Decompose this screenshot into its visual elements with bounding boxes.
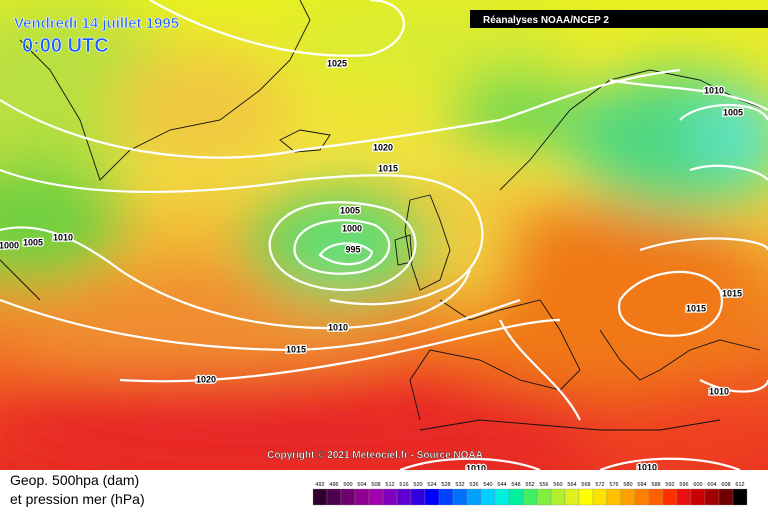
scale-swatch [564, 488, 580, 506]
scale-label: 560 [553, 482, 562, 488]
scale-swatch [592, 488, 608, 506]
scale-swatch [690, 488, 706, 506]
scale-label: 532 [455, 482, 464, 488]
scale-swatch [494, 488, 510, 506]
scale-swatch [508, 488, 524, 506]
isobar-label: 1015 [722, 288, 742, 298]
field: 1025 1020 1015 1005 1000 995 1010 1005 1… [0, 0, 768, 473]
scale-label: 536 [469, 482, 478, 488]
isobar-label: 1000 [0, 240, 19, 250]
scale-label: 552 [525, 482, 534, 488]
scale-swatch [704, 488, 720, 506]
isobar-label: 1025 [327, 58, 347, 68]
scale-label: 596 [679, 482, 688, 488]
isobars [0, 0, 768, 470]
scale-label: 588 [651, 482, 660, 488]
scale-label: 612 [735, 482, 744, 488]
scale-swatch [662, 488, 678, 506]
time-title: 0:00 UTC [22, 35, 109, 57]
scale-swatch [452, 488, 468, 506]
scale-swatch [438, 488, 454, 506]
source: Réanalyses NOAA/NCEP 2 [483, 15, 609, 26]
scale-swatch [578, 488, 594, 506]
scale-label: 592 [665, 482, 674, 488]
isobar-label: 1015 [378, 163, 398, 173]
date-title: Vendredi 14 juillet 1995 [14, 15, 179, 32]
scale-swatch [326, 488, 342, 506]
scale-swatch [368, 488, 384, 506]
scale-swatch [676, 488, 692, 506]
isobar-label: 1015 [286, 344, 306, 354]
isobar-labels: 1025 1020 1015 1005 1000 995 1010 1005 1… [0, 57, 744, 473]
isobar-label: 995 [345, 244, 360, 254]
scale-swatch [340, 488, 356, 506]
isobar-label: 1005 [723, 107, 743, 117]
scale-label: 512 [385, 482, 394, 488]
scale-label: 520 [413, 482, 422, 488]
scale-swatch [620, 488, 636, 506]
isobar-label: 1010 [704, 85, 724, 95]
scale-label: 548 [511, 482, 520, 488]
isobar-label: 1020 [373, 142, 393, 152]
scale-label: 576 [609, 482, 618, 488]
scale-swatch [536, 488, 552, 506]
scale-label: 516 [399, 482, 408, 488]
scale-label: 584 [637, 482, 646, 488]
scale-label: 604 [707, 482, 716, 488]
scale-swatch [466, 488, 482, 506]
isobar-label: 1005 [340, 205, 360, 215]
scale-swatch [480, 488, 496, 506]
scale-swatch [522, 488, 538, 506]
scale-label: 528 [441, 482, 450, 488]
scale-label: 540 [483, 482, 492, 488]
scale-label: 544 [497, 482, 506, 488]
scale-swatch [634, 488, 650, 506]
scale-label: 608 [721, 482, 730, 488]
scale-label: 508 [371, 482, 380, 488]
scale-swatch [606, 488, 622, 506]
scale-label: 564 [567, 482, 576, 488]
scale-label: 500 [343, 482, 352, 488]
isobar-label: 1010 [328, 322, 348, 332]
isobar-label: 1010 [637, 462, 657, 472]
scale-swatch [424, 488, 440, 506]
isobar-label: 1020 [196, 374, 216, 384]
isobar-label: 1000 [342, 223, 362, 233]
isobar-label: 1010 [53, 232, 73, 242]
scale-label: 600 [693, 482, 702, 488]
scale-swatch [312, 488, 328, 506]
scale-swatch [382, 488, 398, 506]
scale-swatch [648, 488, 664, 506]
scale-swatch [410, 488, 426, 506]
source-banner [470, 10, 768, 28]
coastlines [0, 0, 768, 431]
copyright: Copyright © 2021 Meteociel.fr - Source N… [267, 450, 483, 461]
scale-label: 504 [357, 482, 366, 488]
scale-swatch [550, 488, 566, 506]
scale-label: 496 [329, 482, 338, 488]
isobar-label: 1010 [709, 386, 729, 396]
scale-swatch [396, 488, 412, 506]
scale-swatch [718, 488, 734, 506]
scale-label: 572 [595, 482, 604, 488]
isobar-label: 1005 [23, 237, 43, 247]
scale-label: 524 [427, 482, 436, 488]
legend-line2: et pression mer (hPa) [10, 491, 145, 507]
scale-label: 492 [315, 482, 324, 488]
scale-label: 556 [539, 482, 548, 488]
scale-swatch [354, 488, 370, 506]
scale-label: 568 [581, 482, 590, 488]
color-scale: 492 496 500 504 508 512 516 520 524 528 532 536 540 5… [312, 482, 748, 506]
legend-line1: Geop. 500hpa (dam) [10, 472, 139, 488]
scale-swatch [732, 488, 748, 506]
scale-label: 580 [623, 482, 632, 488]
isobar-label: 1010 [466, 463, 486, 473]
isobar-label: 1015 [686, 303, 706, 313]
